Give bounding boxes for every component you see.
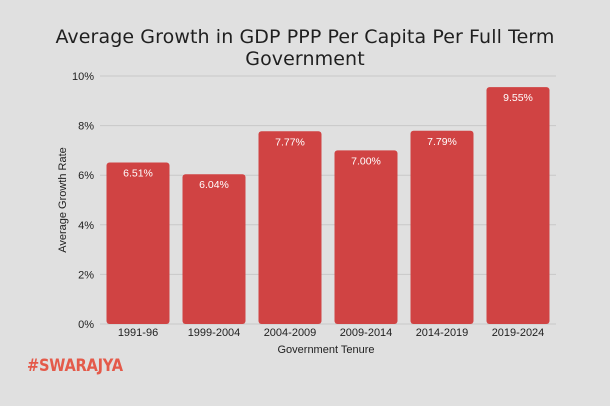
bar-data-label: 7.79% — [427, 136, 457, 148]
bar-data-label: 7.00% — [351, 155, 381, 167]
x-tick-label: 1999-2004 — [188, 327, 241, 339]
x-tick-label: 2019-2024 — [492, 327, 545, 339]
brand-logo: #SWARAJYA — [27, 356, 123, 376]
x-tick-label: 2009-2014 — [340, 327, 393, 339]
bar-data-label: 6.04% — [199, 179, 229, 191]
y-tick-label: 2% — [78, 269, 94, 281]
bar-data-label: 6.51% — [123, 168, 153, 180]
y-tick-label: 0% — [78, 319, 94, 331]
bar — [182, 174, 246, 324]
x-tick-label: 1991-96 — [118, 327, 158, 339]
bar-data-label: 7.77% — [275, 136, 305, 148]
x-tick-label: 2014-2019 — [416, 327, 469, 339]
y-tick-label: 6% — [78, 170, 94, 182]
bar-data-label: 9.55% — [503, 92, 533, 104]
bar — [258, 131, 322, 324]
bar — [486, 87, 550, 324]
y-tick-label: 10% — [72, 71, 94, 83]
y-axis-title: Average Growth Rate — [57, 147, 69, 253]
bar — [334, 150, 398, 324]
y-tick-label: 4% — [78, 220, 94, 232]
x-tick-label: 2004-2009 — [264, 327, 317, 339]
y-tick-label: 8% — [78, 121, 94, 133]
chart-title: Average Growth in GDP PPP Per Capita Per… — [55, 26, 555, 70]
bar — [106, 162, 170, 324]
x-axis-title: Government Tenure — [277, 344, 374, 356]
bar — [410, 130, 474, 324]
brand-logo-text: #SWARAJYA — [27, 356, 123, 376]
